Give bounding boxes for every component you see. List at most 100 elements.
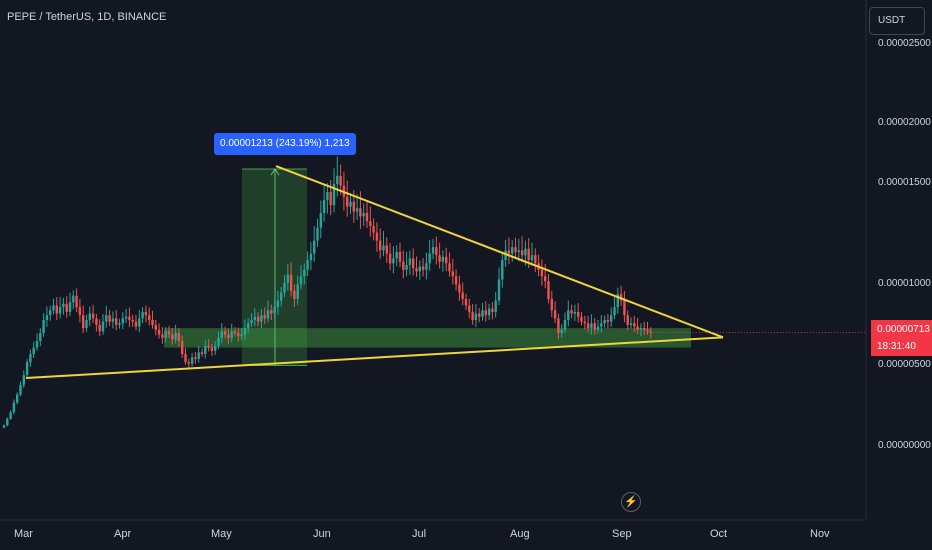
- candle-body: [237, 332, 240, 337]
- candle-body: [141, 311, 144, 319]
- candle-body: [435, 247, 438, 256]
- candle-body: [365, 213, 369, 222]
- price-axis-label: 0.00000500: [878, 359, 931, 370]
- time-axis-label: Sep: [612, 528, 632, 540]
- candle-body: [636, 326, 639, 330]
- candle-body: [464, 298, 468, 306]
- candle-body: [392, 258, 395, 264]
- candle-body: [22, 375, 25, 385]
- candle-body: [494, 300, 497, 312]
- candle-body: [454, 276, 458, 285]
- candle-body: [471, 311, 474, 321]
- candle-body: [626, 315, 629, 325]
- candle-body: [557, 318, 560, 333]
- candle-body: [115, 318, 118, 325]
- candle-body: [82, 315, 85, 329]
- bar-countdown: 18:31:40: [877, 341, 916, 352]
- symbol-title[interactable]: PEPE / TetherUS, 1D, BINANCE: [7, 11, 167, 23]
- candle-body: [646, 329, 649, 332]
- candle-body: [458, 284, 461, 293]
- candle-body: [167, 331, 171, 335]
- upper-trendline: [275, 165, 724, 339]
- time-axis-label: Apr: [114, 528, 132, 540]
- candle-body: [402, 261, 405, 270]
- candle-body: [240, 334, 243, 337]
- candle-body: [346, 196, 349, 207]
- price-axis-label: 0.00002500: [878, 38, 931, 49]
- candle-body: [412, 258, 415, 269]
- candle-body: [487, 308, 491, 316]
- currency-button[interactable]: USDT: [869, 7, 925, 35]
- candle-body: [181, 341, 184, 355]
- candle-body: [39, 332, 42, 342]
- candle-body: [316, 227, 319, 241]
- candle-body: [227, 334, 230, 338]
- candle-body: [204, 345, 207, 355]
- candle-body: [148, 315, 151, 321]
- candle-body: [210, 347, 214, 351]
- candle-body: [217, 337, 220, 346]
- candle-body: [547, 281, 550, 299]
- candle-body: [445, 256, 448, 264]
- candle-body: [431, 247, 435, 254]
- candle-body: [497, 279, 501, 301]
- lightning-icon[interactable]: ⚡: [621, 492, 641, 512]
- candle-body: [382, 245, 385, 251]
- candle-body: [32, 347, 35, 355]
- candle-body: [263, 315, 266, 319]
- candle-body: [514, 247, 517, 252]
- candle-body: [273, 307, 276, 314]
- candle-body: [230, 331, 233, 338]
- candle-body: [151, 320, 154, 325]
- candle-body: [293, 290, 296, 299]
- candle-body: [633, 323, 636, 327]
- candle-body: [527, 248, 530, 261]
- candle-body: [98, 324, 101, 332]
- candle-body: [352, 201, 355, 212]
- candle-body: [164, 331, 167, 338]
- candle-body: [260, 315, 263, 322]
- candle-body: [95, 318, 98, 325]
- candle-body: [580, 316, 583, 322]
- candle-body: [395, 251, 398, 259]
- candle-body: [448, 263, 451, 272]
- candle-body: [85, 320, 88, 329]
- candle-body: [530, 255, 534, 261]
- time-axis-label: Nov: [810, 528, 830, 540]
- candle-body: [108, 315, 111, 322]
- candle-body: [563, 320, 567, 330]
- candle-body: [441, 256, 445, 262]
- candle-body: [2, 425, 6, 428]
- price-axis-label: 0.00001500: [878, 177, 931, 188]
- candle-body: [573, 311, 577, 314]
- candle-body: [398, 251, 402, 262]
- candle-body: [75, 295, 78, 308]
- candle-body: [388, 253, 392, 264]
- candle-body: [256, 316, 260, 322]
- candle-body: [362, 213, 365, 217]
- candle-body: [375, 232, 379, 241]
- candle-body: [415, 268, 418, 272]
- candle-body: [19, 384, 22, 395]
- candle-body: [385, 245, 388, 254]
- time-axis-label: Oct: [710, 528, 728, 540]
- candle-body: [223, 331, 227, 335]
- candle-body: [369, 221, 372, 227]
- candle-body: [174, 332, 177, 340]
- candle-body: [596, 326, 600, 330]
- candle-body: [9, 412, 12, 419]
- candle-body: [45, 315, 49, 321]
- candle-body: [428, 253, 431, 264]
- candle-body: [553, 310, 557, 319]
- candle-body: [52, 305, 55, 311]
- candle-body: [16, 394, 19, 403]
- candle-body: [322, 200, 326, 214]
- candle-body: [474, 313, 478, 321]
- candle-body: [214, 345, 217, 351]
- candle-body: [270, 310, 273, 314]
- candle-body: [283, 282, 286, 293]
- candle-body: [101, 321, 105, 332]
- candle-body: [42, 320, 45, 333]
- candle-body: [567, 310, 570, 321]
